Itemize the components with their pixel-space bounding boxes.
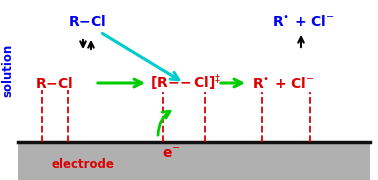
Text: $\mathbf{[}$R$\mathbf{-\!-}$Cl$\mathbf{]}^{\ddagger}$: $\mathbf{[}$R$\mathbf{-\!-}$Cl$\mathbf{]… [150, 73, 222, 93]
Text: R$\mathbf{-}$Cl: R$\mathbf{-}$Cl [68, 15, 106, 30]
Text: R$^{\bullet}$ + Cl$^{-}$: R$^{\bullet}$ + Cl$^{-}$ [272, 15, 335, 30]
Bar [18, 142, 370, 180]
Text: electrode: electrode [52, 158, 115, 170]
Text: R$\mathbf{-}$Cl: R$\mathbf{-}$Cl [35, 75, 73, 91]
Text: solution: solution [2, 43, 14, 97]
Text: e$^{-}$: e$^{-}$ [162, 147, 181, 161]
Text: R$^{\bullet}$ + Cl$^{-}$: R$^{\bullet}$ + Cl$^{-}$ [252, 75, 315, 91]
